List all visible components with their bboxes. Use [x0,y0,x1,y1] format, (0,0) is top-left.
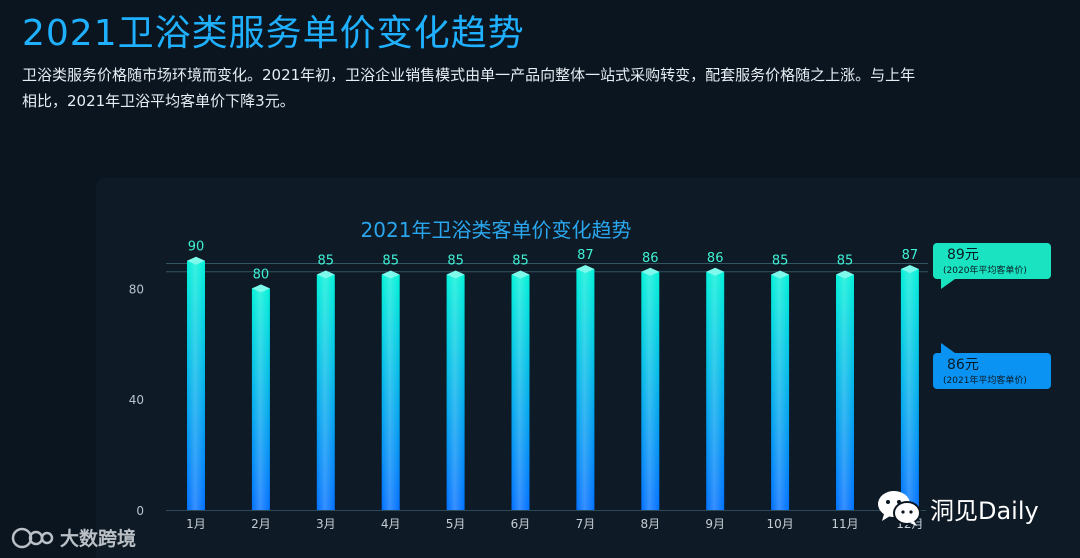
page-title: 2021卫浴类服务单价变化趋势 [22,13,525,54]
x-tick-label: 7月 [576,517,596,531]
callout-value: 86元 [947,357,979,373]
callout-note: (2020年平均客单价) [943,264,1027,276]
watermark-right-text: 洞见Daily [930,496,1039,525]
bar-cap [771,270,790,279]
y-tick-label: 0 [136,504,144,518]
bar-cap [316,270,335,279]
x-tick-label: 10月 [766,517,793,531]
data-label: 85 [772,254,789,269]
bar [446,270,465,510]
x-tick-label: 8月 [640,517,660,531]
bar-chart: 2021年卫浴类客单价变化趋势 0 40 80 90 1月 80 2月 85 3月 85 4月 85… [129,218,1051,531]
data-label: 85 [837,254,854,269]
bar-cap [187,256,205,265]
bar [836,270,854,510]
watermark-dongjian: 洞见Daily [876,488,1039,528]
callout-pointer [941,343,955,353]
x-tick-label: 11月 [831,517,858,531]
intro-text: 卫浴类服务价格随市场环境而变化。2021年初，卫浴企业销售模式由单一产品向整体一… [22,66,916,110]
bar-shine [251,288,270,510]
x-tick-label: 3月 [316,517,336,531]
bar-shine [771,274,790,510]
data-label: 85 [318,254,335,269]
bar-cap [381,270,400,279]
x-tick-label: 4月 [381,517,401,531]
bar-shine [900,269,919,510]
data-label: 90 [188,240,205,255]
bar-shine [446,274,465,510]
data-label: 87 [902,248,919,263]
data-label: 86 [707,251,724,266]
bar-shine [511,274,530,510]
bar-cap [251,284,270,293]
bar [641,267,660,510]
callout-box [933,243,1051,279]
callout-pointer [941,279,955,289]
data-label: 85 [382,254,399,269]
bar-shine [381,274,400,510]
bar-shine [706,271,725,510]
chart-panel: 2021年卫浴类客单价变化趋势 0 40 80 90 1月 80 2月 85 3月 85 4月 85… [96,178,1080,558]
bar [187,256,205,510]
bar [576,265,595,510]
x-tick-label: 1月 [186,517,206,531]
bar-shine [187,260,205,510]
bar [771,270,790,510]
data-label: 86 [642,251,659,266]
y-tick-label: 40 [129,393,144,407]
bar-cap [511,270,530,279]
avg-2020-callout: 89元(2020年平均客单价) [933,243,1051,289]
data-label: 85 [447,254,464,269]
x-tick-label: 2月 [251,517,271,531]
data-label: 80 [253,267,270,282]
bar [511,270,530,510]
bar-cap [446,270,465,279]
bar-cap [641,267,660,276]
bar [706,267,725,510]
bar [381,270,400,510]
brand-logo-icon [11,527,54,548]
bar-cap [900,265,919,274]
watermark-left-text: 大数跨境 [60,528,137,550]
avg-2021-callout: 86元(2021年平均客单价) [933,343,1051,389]
x-tick-label: 6月 [511,517,531,531]
watermark-dashu: 大数跨境 [10,524,136,551]
chart-title: 2021年卫浴类客单价变化趋势 [361,218,632,242]
data-label: 85 [512,254,529,269]
bar-cap [836,270,854,279]
callout-value: 89元 [947,247,979,263]
bar-shine [836,274,854,510]
bar-shine [576,269,595,510]
bar [316,270,335,510]
bar-cap [576,265,595,274]
y-tick-label: 80 [129,282,144,296]
wechat-icon [878,491,921,526]
callout-note: (2021年平均客单价) [943,374,1027,386]
callout-box [933,353,1051,389]
x-tick-label: 9月 [705,517,725,531]
data-label: 87 [577,248,594,263]
bar-shine [316,274,335,510]
x-tick-label: 5月 [446,517,466,531]
bar-shine [641,271,660,510]
bar [251,284,270,510]
bar-cap [706,267,725,276]
bar [900,265,919,510]
